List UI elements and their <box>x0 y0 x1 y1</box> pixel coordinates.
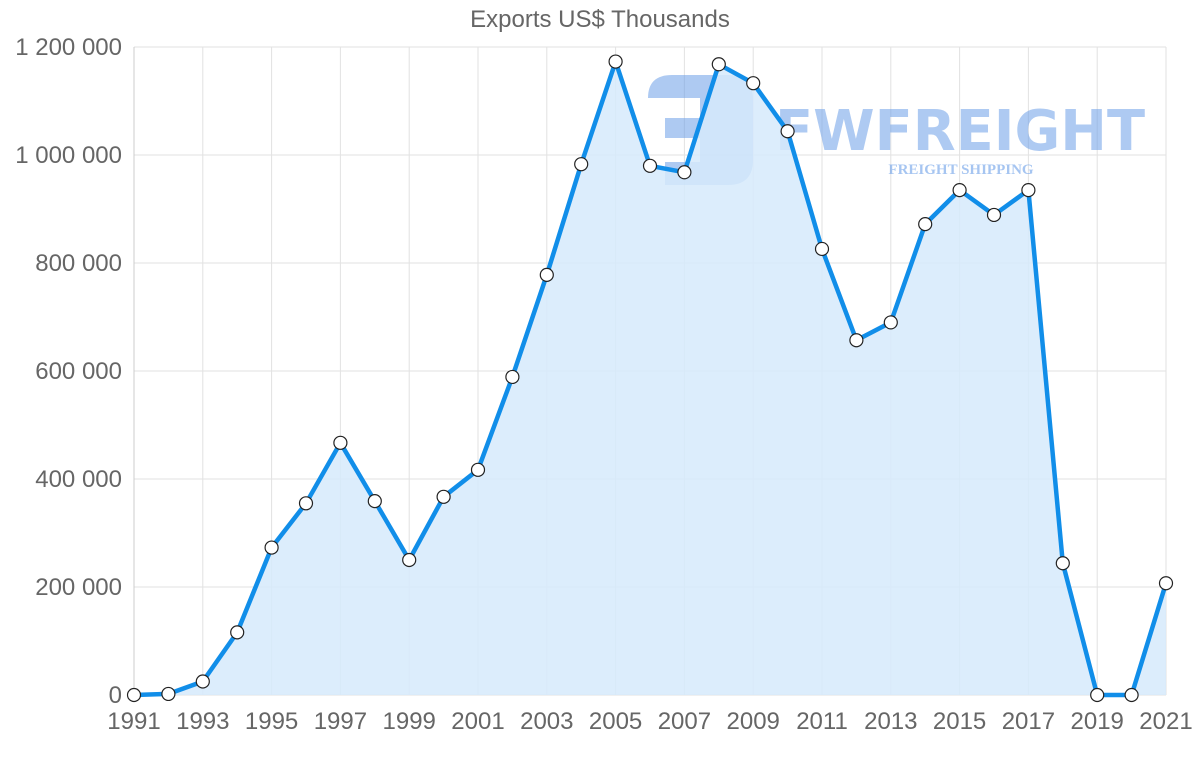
y-axis-labels: 0 200 000 400 000 600 000 800 000 1 000 000 1 … <box>15 34 122 709</box>
data-point[interactable] <box>814 241 830 257</box>
y-tick-label: 1 000 000 <box>15 142 122 169</box>
x-tick-label: 2013 <box>864 708 917 735</box>
data-point[interactable] <box>230 625 245 640</box>
x-tick-label: 1993 <box>176 708 229 735</box>
x-tick-label: 2017 <box>1002 708 1055 735</box>
data-point[interactable] <box>608 54 623 69</box>
y-tick-label: 400 000 <box>35 466 122 493</box>
data-point[interactable] <box>918 217 933 232</box>
data-point[interactable] <box>642 158 658 173</box>
data-point[interactable] <box>298 496 314 511</box>
x-axis-labels: 1991 1993 1995 1997 1999 2001 2003 2005 2007 2009… <box>107 708 1192 735</box>
data-point[interactable] <box>436 489 451 504</box>
y-tick-label: 800 000 <box>35 250 122 277</box>
x-tick-label: 2005 <box>589 708 642 735</box>
data-point[interactable] <box>677 165 692 180</box>
data-point[interactable] <box>1158 576 1174 591</box>
x-tick-label: 2019 <box>1071 708 1124 735</box>
x-tick-label: 1995 <box>245 708 298 735</box>
x-tick-label: 2007 <box>658 708 711 735</box>
chart-title: Exports US$ Thousands <box>470 6 730 33</box>
x-tick-label: 2021 <box>1139 708 1192 735</box>
watermark-brand: FWFREIGHT <box>775 99 1145 164</box>
data-point[interactable] <box>161 686 176 702</box>
data-point[interactable] <box>402 552 417 568</box>
data-point[interactable] <box>470 462 486 477</box>
data-point[interactable] <box>883 315 898 330</box>
x-tick-label: 1991 <box>107 708 160 735</box>
data-point[interactable] <box>539 267 554 282</box>
y-tick-label: 0 <box>109 682 122 709</box>
data-point[interactable] <box>746 76 761 91</box>
x-tick-label: 2009 <box>727 708 780 735</box>
data-point[interactable] <box>1021 183 1036 198</box>
data-point[interactable] <box>780 124 795 139</box>
y-tick-label: 200 000 <box>35 574 122 601</box>
x-tick-label: 1999 <box>383 708 436 735</box>
data-point[interactable] <box>849 333 864 348</box>
data-point[interactable] <box>711 57 726 72</box>
x-tick-label: 2003 <box>520 708 573 735</box>
data-point[interactable] <box>195 674 210 689</box>
data-point[interactable] <box>986 207 1002 223</box>
data-point[interactable] <box>367 494 382 509</box>
y-tick-label: 600 000 <box>35 358 122 385</box>
data-points <box>126 54 1174 703</box>
x-tick-label: 2015 <box>933 708 986 735</box>
data-point[interactable] <box>126 687 142 703</box>
data-point[interactable] <box>574 157 589 172</box>
data-point[interactable] <box>1055 556 1070 571</box>
data-point[interactable] <box>333 435 348 450</box>
x-tick-label: 1997 <box>314 708 367 735</box>
data-point[interactable] <box>264 540 279 555</box>
area-fill <box>134 61 1166 696</box>
data-point[interactable] <box>1090 687 1105 703</box>
x-tick-label: 2011 <box>796 708 848 735</box>
data-point[interactable] <box>952 183 967 198</box>
x-tick-label: 2001 <box>451 708 504 735</box>
data-point[interactable] <box>505 369 520 385</box>
data-point[interactable] <box>1124 687 1139 703</box>
y-tick-label: 1 200 000 <box>15 34 122 61</box>
watermark-tagline: FREIGHT SHIPPING <box>888 162 1033 178</box>
